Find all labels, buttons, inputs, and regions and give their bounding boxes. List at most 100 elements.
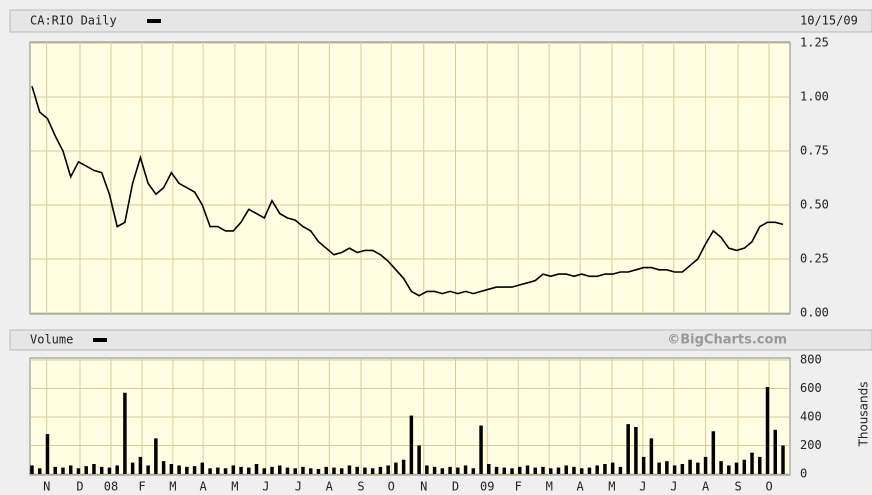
- volume-bar: [487, 464, 491, 474]
- volume-bar: [432, 466, 437, 474]
- volume-bar: [711, 431, 716, 474]
- volume-bar: [394, 462, 398, 474]
- volume-header: [9, 329, 872, 351]
- x-tick-label: N: [43, 480, 50, 494]
- x-tick-label: 08: [104, 480, 118, 494]
- volume-bar: [355, 466, 359, 474]
- volume-bar: [293, 468, 297, 474]
- volume-bar: [425, 465, 429, 474]
- volume-bar: [38, 468, 42, 474]
- x-tick-label: M: [231, 480, 238, 494]
- y-tick-label: 1.00: [800, 90, 829, 104]
- x-tick-label: J: [670, 480, 677, 494]
- chart-title: CA:RIO Daily: [30, 14, 117, 28]
- volume-bar: [324, 466, 328, 474]
- x-tick-label: S: [734, 480, 741, 494]
- date-label: 10/15/09: [800, 14, 858, 28]
- volume-bar: [719, 461, 723, 474]
- volume-bar: [370, 468, 375, 474]
- volume-bar: [634, 426, 638, 474]
- volume-bar: [494, 466, 499, 474]
- volume-bar: [696, 462, 700, 474]
- volume-bar: [61, 467, 65, 474]
- volume-bar: [68, 465, 73, 474]
- volume-bar: [123, 392, 127, 474]
- volume-bar: [572, 466, 576, 474]
- x-tick-label: A: [577, 480, 585, 494]
- x-tick-label: O: [388, 480, 395, 494]
- volume-bar: [541, 466, 545, 474]
- volume-bar: [247, 467, 251, 474]
- y-tick-label: 200: [800, 438, 822, 452]
- y-axis-label: Thousands: [857, 382, 871, 448]
- volume-bar: [750, 452, 754, 474]
- volume-bar: [239, 466, 243, 474]
- volume-bar: [231, 465, 236, 474]
- volume-bar: [657, 462, 661, 474]
- volume-bar: [587, 467, 592, 474]
- volume-bar: [30, 465, 34, 474]
- volume-bar: [765, 387, 770, 474]
- volume-bar: [471, 468, 476, 474]
- volume-bar: [727, 465, 731, 474]
- legend-swatch: [147, 19, 161, 23]
- volume-bar: [130, 462, 135, 474]
- volume-bar: [216, 467, 220, 474]
- x-tick-label: D: [76, 480, 83, 494]
- volume-bar: [386, 465, 390, 474]
- volume-bar: [53, 466, 57, 474]
- volume-bar: [579, 468, 584, 474]
- volume-bar: [45, 434, 50, 474]
- x-tick-label: O: [765, 480, 772, 494]
- volume-bar: [688, 459, 692, 474]
- volume-bar: [316, 469, 321, 474]
- volume-bar: [773, 429, 777, 474]
- price-line: [31, 85, 784, 297]
- volume-bar: [518, 466, 522, 474]
- y-tick-label: 600: [800, 381, 822, 395]
- volume-bar: [641, 456, 646, 474]
- volume-bar: [409, 415, 414, 474]
- y-tick-label: 800: [800, 353, 822, 367]
- y-tick-label: 0: [800, 467, 807, 481]
- volume-bar: [270, 466, 274, 474]
- volume-bar: [456, 467, 460, 474]
- volume-bar: [525, 465, 530, 474]
- volume-bar: [548, 468, 553, 474]
- x-tick-label: M: [169, 480, 176, 494]
- volume-bar: [703, 456, 708, 474]
- volume-bar: [781, 445, 785, 474]
- x-tick-label: A: [702, 480, 710, 494]
- volume-bar: [192, 466, 197, 474]
- volume-bar: [107, 467, 112, 474]
- x-tick-label: F: [515, 480, 522, 494]
- y-tick-label: 0.75: [800, 144, 829, 158]
- volume-bar: [285, 467, 290, 474]
- volume-bar: [595, 465, 599, 474]
- volume-bar: [680, 464, 685, 474]
- volume-bar: [169, 464, 174, 474]
- volume-bar: [154, 438, 158, 474]
- x-tick-label: 09: [480, 480, 494, 494]
- volume-bar: [610, 462, 615, 474]
- volume-bar: [254, 464, 259, 474]
- volume-bar: [479, 425, 483, 474]
- volume-bar: [556, 467, 561, 474]
- volume-bar: [76, 468, 81, 474]
- y-tick-label: 0.00: [800, 306, 829, 320]
- volume-title: Volume: [30, 333, 73, 347]
- x-tick-label: S: [357, 480, 364, 494]
- volume-bar: [84, 466, 88, 474]
- volume-bar: [99, 466, 104, 474]
- credit: ©BigCharts.com: [667, 333, 787, 348]
- volume-bar: [278, 465, 282, 474]
- volume-bar: [626, 424, 630, 474]
- volume-bar: [672, 465, 677, 474]
- volume-bar: [208, 468, 212, 474]
- volume-bar: [665, 461, 669, 474]
- volume-bar: [758, 456, 762, 474]
- price-plot: [29, 41, 791, 315]
- volume-bar: [463, 465, 468, 474]
